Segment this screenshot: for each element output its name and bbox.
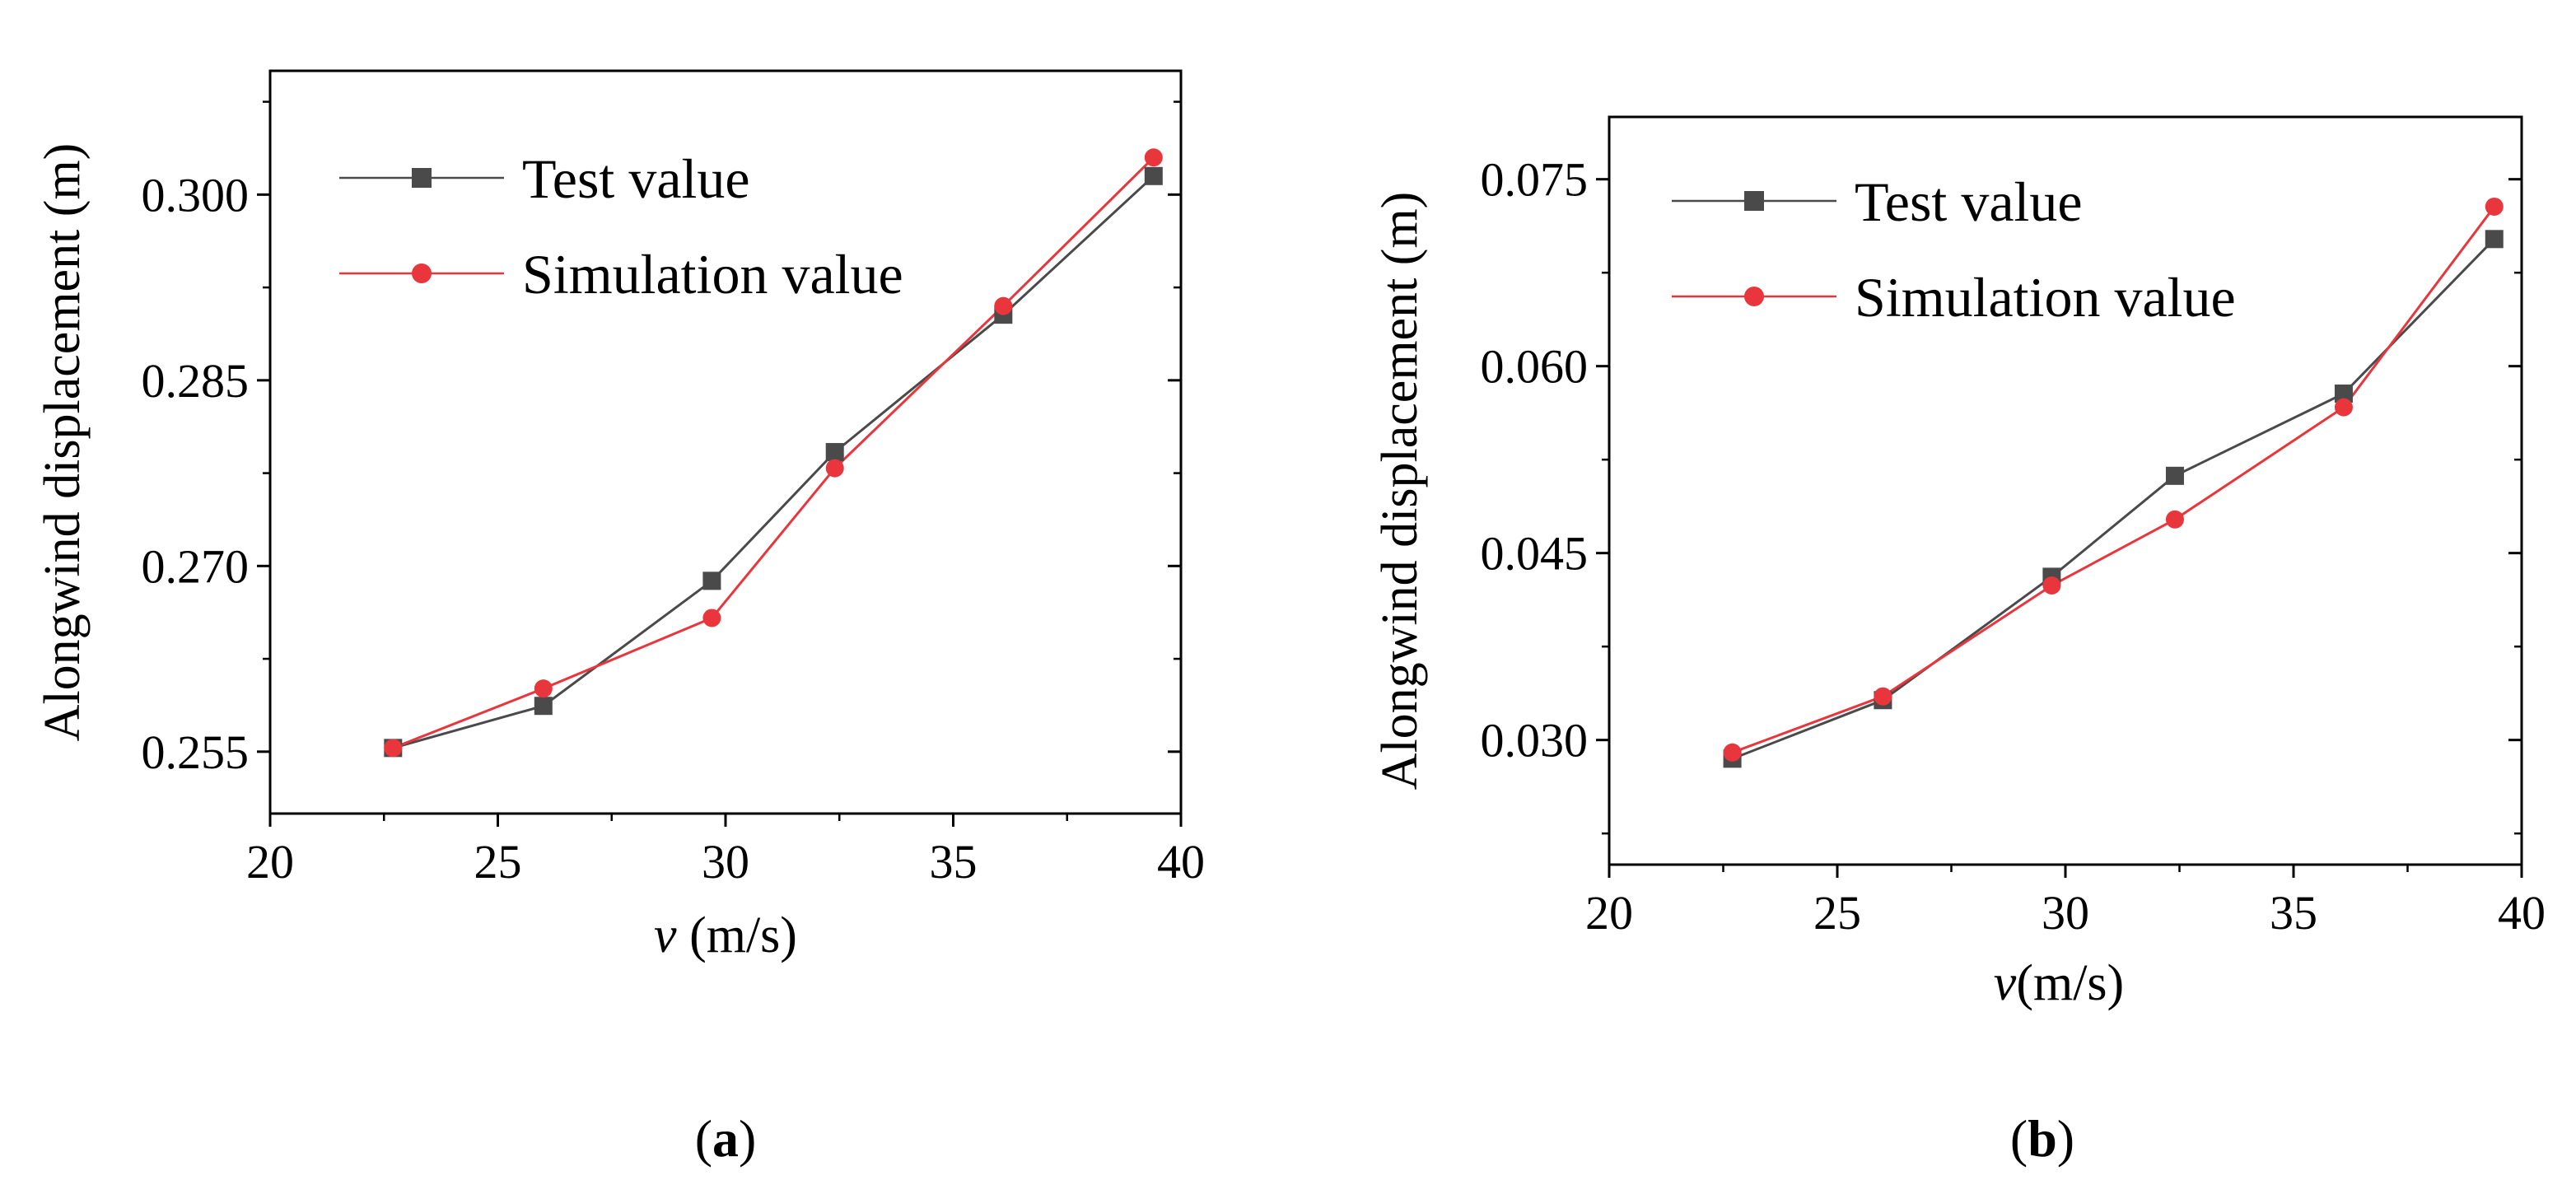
x-tick-label-a: 20	[246, 835, 294, 889]
y-axis-label-b: Alongwind displacement (m)	[1372, 192, 1428, 791]
data-point-sim-b	[1874, 687, 1892, 706]
data-point-test-a	[702, 571, 721, 590]
y-axis-label-a: Alongwind displacement (m)	[35, 143, 91, 742]
data-point-sim-a	[384, 739, 403, 758]
x-axis-unit-b: (m/s)	[2016, 955, 2124, 1011]
data-point-test-a	[534, 697, 553, 716]
data-point-sim-b	[2165, 510, 2184, 529]
series-line-test-a	[392, 175, 1155, 749]
legend-label-sim-b: Simulation value	[1855, 266, 2236, 329]
series-layer-b	[1723, 197, 2504, 768]
legend-marker-sim-b	[1744, 287, 1764, 306]
data-point-sim-b	[2042, 576, 2061, 595]
data-point-test-b	[2485, 230, 2504, 249]
y-tick-label-b: 0.075	[1481, 153, 1589, 207]
legend-a: Test value Simulation value	[339, 147, 903, 305]
series-layer-a	[384, 148, 1163, 758]
data-point-sim-a	[994, 296, 1013, 315]
x-tick-label-b: 20	[1585, 886, 1633, 940]
data-point-sim-a	[825, 459, 844, 478]
data-point-test-b	[2165, 466, 2184, 485]
y-tick-label-a: 0.285	[142, 354, 250, 408]
data-point-sim-a	[1144, 148, 1163, 167]
legend-b: Test value Simulation value	[1672, 170, 2236, 329]
x-tick-label-b: 25	[1813, 886, 1861, 940]
axis-layer-a: 20 25 30 35 40 0.255 0.270 0.285 0.300	[142, 100, 1205, 889]
data-point-test-a	[825, 443, 844, 462]
axis-layer-b: 20 25 30 35 40 0.030 0.045 0.060 0.075	[1481, 153, 2546, 940]
x-axis-unit-a: (m/s)	[677, 907, 797, 963]
data-point-test-b	[2334, 384, 2353, 403]
y-tick-label-a: 0.255	[142, 725, 250, 779]
panel-label-b: (b)	[2010, 1109, 2074, 1168]
series-line-sim-a	[392, 156, 1155, 749]
x-tick-label-a: 35	[930, 835, 978, 889]
series-line-test-b	[1732, 238, 2495, 760]
x-axis-var-a: v	[654, 907, 677, 963]
series-line-sim-b	[1732, 206, 2495, 754]
data-point-sim-b	[2485, 197, 2504, 216]
x-tick-label-a: 25	[474, 835, 522, 889]
legend-label-test-a: Test value	[522, 147, 750, 210]
y-tick-label-b: 0.045	[1481, 527, 1589, 581]
data-point-sim-b	[1723, 743, 1742, 762]
legend-marker-test-a	[412, 168, 432, 188]
chart-panel-b: 20 25 30 35 40 0.030 0.045 0.060 0.075 Test valu…	[1372, 115, 2546, 1168]
data-point-sim-a	[534, 679, 553, 698]
x-tick-label-a: 40	[1157, 835, 1205, 889]
data-point-test-a	[1144, 166, 1163, 185]
y-tick-label-b: 0.030	[1481, 714, 1589, 767]
data-point-sim-b	[2334, 398, 2353, 417]
y-tick-label-a: 0.270	[142, 539, 250, 593]
legend-label-sim-a: Simulation value	[522, 243, 903, 305]
x-tick-label-b: 40	[2498, 886, 2546, 940]
x-tick-label-b: 30	[2042, 886, 2089, 940]
x-axis-label-b: v(m/s)	[1994, 955, 2124, 1011]
x-tick-label-b: 35	[2270, 886, 2317, 940]
x-axis-var-b: v	[1994, 955, 2017, 1011]
y-tick-label-b: 0.060	[1481, 340, 1589, 394]
legend-marker-test-b	[1744, 191, 1764, 211]
y-tick-label-a: 0.300	[142, 168, 250, 222]
data-point-sim-a	[702, 609, 721, 627]
legend-marker-sim-a	[412, 264, 432, 283]
chart-panel-a: 20 25 30 35 40 0.255 0.270 0.285 0.300 Test valu…	[35, 69, 1205, 1168]
x-tick-label-a: 30	[702, 835, 749, 889]
panel-label-a: (a)	[695, 1109, 757, 1168]
x-axis-label-a: v (m/s)	[654, 907, 797, 963]
legend-label-test-b: Test value	[1855, 170, 2083, 233]
